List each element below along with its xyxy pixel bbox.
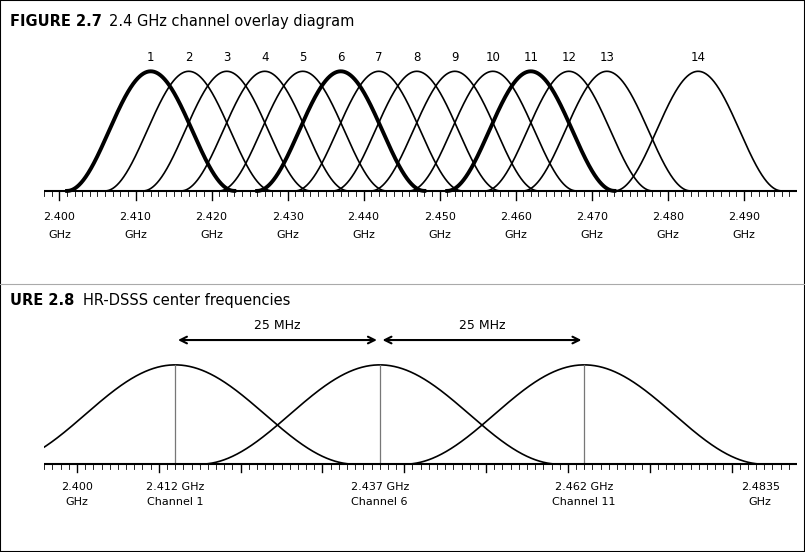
Text: 6: 6 bbox=[337, 51, 345, 64]
Text: URE 2.8: URE 2.8 bbox=[10, 293, 74, 307]
Text: 2.430: 2.430 bbox=[271, 213, 303, 222]
Text: 3: 3 bbox=[223, 51, 230, 64]
Text: GHz: GHz bbox=[65, 497, 89, 507]
Text: 25 MHz: 25 MHz bbox=[254, 319, 301, 332]
Text: GHz: GHz bbox=[749, 497, 771, 507]
Text: 10: 10 bbox=[485, 51, 500, 64]
Text: 2.420: 2.420 bbox=[196, 213, 228, 222]
Text: 2.400: 2.400 bbox=[61, 482, 93, 492]
Text: 2.450: 2.450 bbox=[423, 213, 456, 222]
Text: GHz: GHz bbox=[48, 230, 71, 240]
Text: FIGURE 2.7: FIGURE 2.7 bbox=[10, 14, 101, 29]
Text: Channel 11: Channel 11 bbox=[552, 497, 616, 507]
Text: GHz: GHz bbox=[352, 230, 375, 240]
Text: 2.460: 2.460 bbox=[500, 213, 531, 222]
Text: 5: 5 bbox=[299, 51, 307, 64]
Text: 2.462 GHz: 2.462 GHz bbox=[555, 482, 613, 492]
Text: 2.500: 2.500 bbox=[804, 213, 805, 222]
Text: 7: 7 bbox=[375, 51, 382, 64]
Text: 2.400: 2.400 bbox=[43, 213, 76, 222]
Text: Channel 6: Channel 6 bbox=[352, 497, 408, 507]
Text: 2.440: 2.440 bbox=[348, 213, 380, 222]
Text: 11: 11 bbox=[523, 51, 539, 64]
Text: GHz: GHz bbox=[580, 230, 603, 240]
Text: 2.410: 2.410 bbox=[120, 213, 151, 222]
Text: GHz: GHz bbox=[733, 230, 755, 240]
Text: GHz: GHz bbox=[504, 230, 527, 240]
Text: GHz: GHz bbox=[124, 230, 147, 240]
Text: 4: 4 bbox=[261, 51, 269, 64]
Text: 12: 12 bbox=[561, 51, 576, 64]
Text: 2.4835: 2.4835 bbox=[741, 482, 779, 492]
Text: GHz: GHz bbox=[200, 230, 223, 240]
Text: GHz: GHz bbox=[276, 230, 299, 240]
Text: 2.412 GHz: 2.412 GHz bbox=[146, 482, 204, 492]
Text: 2: 2 bbox=[185, 51, 192, 64]
Text: 1: 1 bbox=[147, 51, 155, 64]
Text: GHz: GHz bbox=[656, 230, 679, 240]
Text: 2.490: 2.490 bbox=[728, 213, 760, 222]
Text: GHz: GHz bbox=[428, 230, 451, 240]
Text: 8: 8 bbox=[413, 51, 420, 64]
Text: 9: 9 bbox=[451, 51, 459, 64]
Text: 2.480: 2.480 bbox=[652, 213, 683, 222]
Text: 14: 14 bbox=[691, 51, 706, 64]
Text: 2.437 GHz: 2.437 GHz bbox=[350, 482, 409, 492]
Text: 13: 13 bbox=[600, 51, 614, 64]
Text: 25 MHz: 25 MHz bbox=[459, 319, 506, 332]
Text: HR-DSSS center frequencies: HR-DSSS center frequencies bbox=[83, 293, 291, 307]
Text: 2.4 GHz channel overlay diagram: 2.4 GHz channel overlay diagram bbox=[109, 14, 354, 29]
Text: 2.470: 2.470 bbox=[576, 213, 608, 222]
Text: Channel 1: Channel 1 bbox=[147, 497, 204, 507]
